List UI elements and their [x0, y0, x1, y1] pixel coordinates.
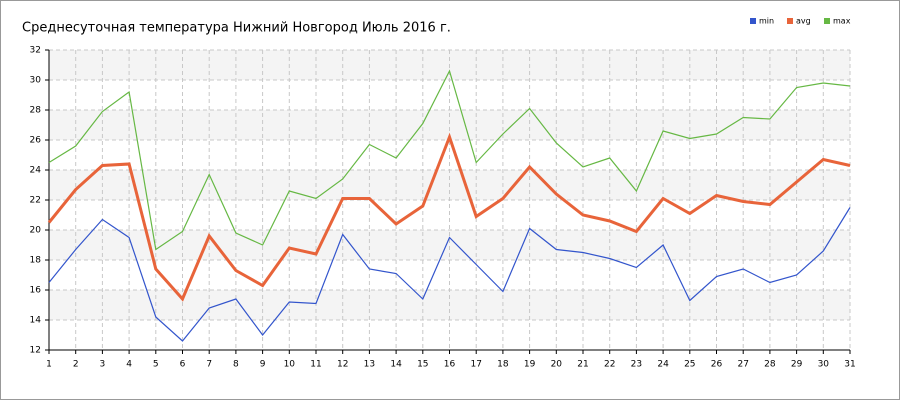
x-tick-label: 29 — [791, 360, 803, 370]
x-tick-label: 13 — [364, 360, 375, 370]
x-tick-label: 27 — [737, 360, 748, 370]
y-tick-label: 26 — [30, 136, 42, 146]
x-tick-label: 16 — [444, 360, 456, 370]
legend-text: max — [833, 17, 851, 26]
x-tick-label: 12 — [337, 360, 348, 370]
series-line — [48, 69, 851, 251]
x-tick-label: 10 — [284, 360, 296, 370]
x-tick-label: 25 — [684, 360, 695, 370]
x-tick-label: 11 — [310, 360, 321, 370]
x-tick-label: 31 — [844, 360, 855, 370]
x-tick-label: 14 — [390, 360, 402, 370]
x-tick-label: 18 — [497, 360, 509, 370]
y-tick-label: 30 — [30, 76, 42, 86]
x-tick-label: 8 — [233, 360, 239, 370]
x-tick-label: 17 — [470, 360, 481, 370]
y-tick-label: 32 — [30, 46, 41, 56]
x-tick-label: 6 — [180, 360, 186, 370]
x-tick-label: 1 — [46, 360, 52, 370]
series-line — [47, 132, 851, 302]
x-tick-label: 20 — [551, 360, 563, 370]
x-tick-label: 28 — [764, 360, 776, 370]
x-tick-label: 4 — [126, 360, 132, 370]
series-line — [48, 207, 851, 342]
x-tick-label: 26 — [711, 360, 723, 370]
chart-title: Среднесуточная температура Нижний Новгор… — [22, 21, 451, 36]
x-tick-label: 22 — [604, 360, 615, 370]
legend-text: min — [759, 17, 774, 26]
x-tick-label: 2 — [73, 360, 79, 370]
y-tick-label: 12 — [30, 346, 41, 356]
x-tick-label: 3 — [100, 360, 106, 370]
legend-text: avg — [796, 17, 811, 26]
x-tick-label: 21 — [577, 360, 588, 370]
y-tick-label: 14 — [30, 316, 42, 326]
y-tick-label: 22 — [30, 196, 41, 206]
y-tick-label: 16 — [30, 286, 42, 296]
x-tick-label: 30 — [818, 360, 830, 370]
y-tick-label: 24 — [30, 166, 42, 176]
y-tick-label: 18 — [30, 256, 42, 266]
x-tick-label: 24 — [657, 360, 669, 370]
x-tick-label: 23 — [631, 360, 642, 370]
x-tick-label: 19 — [524, 360, 536, 370]
y-tick-label: 20 — [30, 226, 42, 236]
x-tick-label: 7 — [206, 360, 212, 370]
y-tick-label: 28 — [30, 106, 42, 116]
x-tick-label: 15 — [417, 360, 428, 370]
legend-swatch — [787, 18, 793, 24]
x-tick-label: 9 — [260, 360, 266, 370]
legend-swatch — [824, 18, 830, 24]
x-tick-label: 5 — [153, 360, 159, 370]
legend-swatch — [750, 18, 756, 24]
